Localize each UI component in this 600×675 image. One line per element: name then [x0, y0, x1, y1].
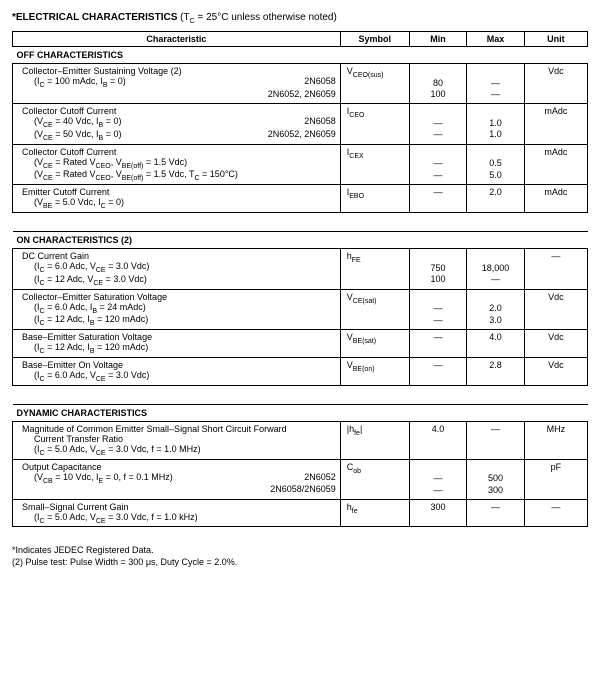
table-header-row: Characteristic Symbol Min Max Unit: [13, 32, 588, 47]
unit-cell: pF: [524, 459, 587, 499]
max-cell: 0.55.0: [467, 144, 525, 185]
char-cell: Magnitude of Common Emitter Small–Signal…: [13, 421, 341, 459]
th-symbol: Symbol: [340, 32, 409, 47]
table-row: Magnitude of Common Emitter Small–Signal…: [13, 421, 588, 459]
section-on: ON CHARACTERISTICS (2): [13, 232, 588, 249]
unit-cell: —: [524, 249, 587, 290]
table-row: Collector–Emitter Saturation Voltage (IC…: [13, 289, 588, 330]
symbol-cell: VBE(on): [340, 358, 409, 386]
max-cell: 4.0: [467, 330, 525, 358]
unit-cell: Vdc: [524, 289, 587, 330]
unit-cell: MHz: [524, 421, 587, 459]
symbol-cell: hfe: [340, 499, 409, 527]
th-max: Max: [467, 32, 525, 47]
title-label: *ELECTRICAL CHARACTERISTICS: [12, 12, 177, 23]
table-row: Emitter Cutoff Current (VBE = 5.0 Vdc, I…: [13, 185, 588, 213]
table-on: ON CHARACTERISTICS (2) DC Current Gain (…: [12, 231, 588, 386]
min-cell: —: [409, 185, 467, 213]
char-cell: Collector–Emitter Saturation Voltage (IC…: [13, 289, 341, 330]
char-cell: DC Current Gain (IC = 6.0 Adc, VCE = 3.0…: [13, 249, 341, 290]
char-cell: Small–Signal Current Gain (IC = 5.0 Adc,…: [13, 499, 341, 527]
min-cell: ——: [409, 104, 467, 145]
unit-cell: mAdc: [524, 144, 587, 185]
table-row: Base–Emitter On Voltage (IC = 6.0 Adc, V…: [13, 358, 588, 386]
min-cell: ——: [409, 459, 467, 499]
char-cell: Base–Emitter On Voltage (IC = 6.0 Adc, V…: [13, 358, 341, 386]
char-cell: Collector Cutoff Current (VCE = 40 Vdc, …: [13, 104, 341, 145]
max-cell: 1.01.0: [467, 104, 525, 145]
symbol-cell: VBE(sat): [340, 330, 409, 358]
max-cell: 18,000—: [467, 249, 525, 290]
unit-cell: —: [524, 499, 587, 527]
char-cell: Emitter Cutoff Current (VBE = 5.0 Vdc, I…: [13, 185, 341, 213]
min-cell: —: [409, 330, 467, 358]
min-cell: —: [409, 358, 467, 386]
symbol-cell: ICEX: [340, 144, 409, 185]
max-cell: 2.03.0: [467, 289, 525, 330]
title-cond: (TC = 25°C unless otherwise noted): [180, 12, 337, 23]
max-cell: 2.8: [467, 358, 525, 386]
char-cell: Output Capacitance (VCB = 10 Vdc, IE = 0…: [13, 459, 341, 499]
page-title: *ELECTRICAL CHARACTERISTICS (TC = 25°C u…: [12, 12, 588, 25]
table-row: Output Capacitance (VCB = 10 Vdc, IE = 0…: [13, 459, 588, 499]
symbol-cell: VCE(sat): [340, 289, 409, 330]
section-dynamic: DYNAMIC CHARACTERISTICS: [13, 404, 588, 421]
char-cell: Base–Emitter Saturation Voltage (IC = 12…: [13, 330, 341, 358]
table-row: Collector Cutoff Current (VCE = 40 Vdc, …: [13, 104, 588, 145]
th-characteristic: Characteristic: [13, 32, 341, 47]
table-row: Collector–Emitter Sustaining Voltage (2)…: [13, 64, 588, 104]
table-dynamic: DYNAMIC CHARACTERISTICS Magnitude of Com…: [12, 404, 588, 528]
min-cell: 80100: [409, 64, 467, 104]
unit-cell: Vdc: [524, 358, 587, 386]
th-min: Min: [409, 32, 467, 47]
symbol-cell: |hfe|: [340, 421, 409, 459]
table-row: Base–Emitter Saturation Voltage (IC = 12…: [13, 330, 588, 358]
min-cell: 750100: [409, 249, 467, 290]
footnote-b: (2) Pulse test: Pulse Width = 300 μs, Du…: [12, 557, 588, 569]
unit-cell: Vdc: [524, 64, 587, 104]
min-cell: ——: [409, 144, 467, 185]
char-cell: Collector Cutoff Current (VCE = Rated VC…: [13, 144, 341, 185]
symbol-cell: VCEO(sus): [340, 64, 409, 104]
min-cell: 4.0: [409, 421, 467, 459]
min-cell: ——: [409, 289, 467, 330]
unit-cell: mAdc: [524, 104, 587, 145]
table-row: DC Current Gain (IC = 6.0 Adc, VCE = 3.0…: [13, 249, 588, 290]
unit-cell: mAdc: [524, 185, 587, 213]
table-row: Collector Cutoff Current (VCE = Rated VC…: [13, 144, 588, 185]
max-cell: —: [467, 421, 525, 459]
th-unit: Unit: [524, 32, 587, 47]
char-cell: Collector–Emitter Sustaining Voltage (2)…: [13, 64, 341, 104]
footnote-a: *Indicates JEDEC Registered Data.: [12, 545, 588, 557]
table-off: Characteristic Symbol Min Max Unit OFF C…: [12, 31, 588, 213]
symbol-cell: IEBO: [340, 185, 409, 213]
symbol-cell: hFE: [340, 249, 409, 290]
symbol-cell: Cob: [340, 459, 409, 499]
max-cell: ——: [467, 64, 525, 104]
max-cell: —: [467, 499, 525, 527]
max-cell: 500300: [467, 459, 525, 499]
symbol-cell: ICEO: [340, 104, 409, 145]
unit-cell: Vdc: [524, 330, 587, 358]
table-row: Small–Signal Current Gain (IC = 5.0 Adc,…: [13, 499, 588, 527]
max-cell: 2.0: [467, 185, 525, 213]
min-cell: 300: [409, 499, 467, 527]
section-off: OFF CHARACTERISTICS: [13, 47, 588, 64]
